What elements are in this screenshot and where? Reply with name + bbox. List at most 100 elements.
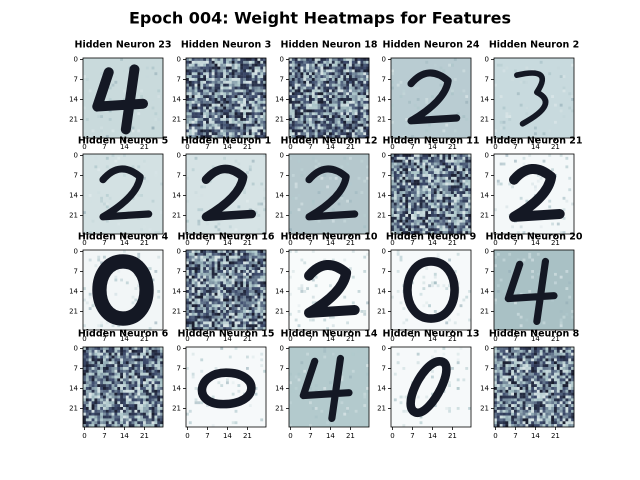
heat-cell — [143, 364, 147, 368]
heat-speckle — [433, 63, 437, 67]
heat-speckle — [496, 284, 500, 288]
heat-cell — [248, 270, 252, 274]
heat-cell — [243, 66, 247, 70]
heat-cell — [357, 103, 361, 107]
heat-cell — [419, 208, 423, 212]
heat-cell — [248, 100, 252, 104]
x-tick-label: 21 — [243, 335, 252, 343]
heat-cell — [349, 123, 353, 127]
heat-cell — [94, 398, 98, 402]
heat-cell — [357, 95, 361, 99]
heat-cell — [85, 409, 89, 413]
heat-cell — [120, 361, 124, 365]
heat-cell — [243, 118, 247, 122]
heat-cell — [88, 375, 92, 379]
digit-stroke — [504, 257, 558, 326]
heat-cell — [191, 312, 195, 316]
x-tick-label: 0 — [288, 335, 292, 343]
heat-cell — [123, 407, 127, 411]
heat-cell — [143, 361, 147, 365]
heat-cell — [456, 165, 460, 169]
heat-cell — [346, 80, 350, 84]
heat-cell — [337, 115, 341, 119]
heat-cell — [311, 66, 315, 70]
heat-cell — [331, 112, 335, 116]
heat-cell — [465, 174, 469, 178]
heat-cell — [148, 389, 152, 393]
heat-cell — [297, 123, 301, 127]
heat-cell — [151, 352, 155, 356]
heat-cell — [408, 194, 412, 198]
heat-cell — [251, 290, 255, 294]
heat-cell — [114, 364, 118, 368]
heat-speckle — [360, 310, 364, 313]
heat-speckle — [300, 284, 304, 288]
heat-cell — [117, 407, 121, 411]
heat-cell — [151, 401, 155, 405]
heat-cell — [240, 318, 244, 322]
heat-cell — [186, 58, 190, 62]
heat-cell — [208, 290, 212, 294]
panel-frame — [390, 249, 472, 331]
heat-cell — [206, 92, 210, 96]
heat-cell — [217, 255, 221, 259]
heat-cell — [311, 115, 315, 119]
heat-cell — [357, 106, 361, 110]
heat-cell — [240, 264, 244, 268]
heat-cell — [223, 80, 227, 84]
heat-cell — [208, 95, 212, 99]
heat-cell — [145, 392, 149, 396]
heat-cell — [151, 349, 155, 353]
heat-cell — [419, 162, 423, 166]
heat-cell — [391, 202, 395, 206]
heat-cell — [140, 352, 144, 356]
heat-cell — [289, 112, 293, 116]
heat-cell — [191, 89, 195, 93]
heat-cell — [465, 199, 469, 203]
heat-cell — [246, 278, 250, 282]
heat-cell — [206, 80, 210, 84]
heat-cell — [88, 421, 92, 425]
heat-cell — [351, 66, 355, 70]
heat-cell — [197, 290, 201, 294]
heat-cell — [442, 196, 446, 200]
y-tick-label: 0 — [74, 151, 78, 159]
heat-cell — [248, 252, 252, 256]
heat-cell — [108, 409, 112, 413]
heat-cell — [191, 287, 195, 291]
heat-cell — [186, 118, 190, 122]
heat-cell — [254, 98, 258, 102]
heat-cell — [240, 129, 244, 133]
heat-speckle — [568, 176, 572, 180]
heat-cell — [246, 60, 250, 64]
y-tick-label: 14 — [69, 384, 78, 392]
heat-cell — [433, 231, 437, 235]
heat-cell — [391, 194, 395, 198]
heat-cell — [462, 176, 466, 180]
heat-speckle — [194, 401, 198, 405]
heat-cell — [125, 418, 129, 422]
heat-cell — [211, 69, 215, 73]
heat-cell — [366, 72, 370, 76]
heat-cell — [140, 398, 144, 402]
heat-cell — [465, 196, 469, 200]
heat-cell — [197, 272, 201, 276]
heat-cell — [188, 106, 192, 110]
heat-cell — [203, 270, 207, 274]
heat-cell — [331, 95, 335, 99]
heat-cell — [300, 103, 304, 107]
heat-cell — [117, 424, 121, 428]
heat-cell — [194, 129, 198, 133]
heat-cell — [234, 80, 238, 84]
heat-cell — [83, 367, 87, 371]
heat-cell — [248, 312, 252, 316]
heat-cell — [157, 421, 161, 425]
y-tick-label: 21 — [377, 115, 386, 123]
heat-cell — [257, 63, 261, 67]
heat-speckle — [320, 176, 324, 180]
heat-cell — [111, 404, 115, 408]
heat-cell — [309, 86, 313, 90]
heat-cell — [217, 106, 221, 110]
heat-cell — [393, 196, 397, 200]
heat-cell — [97, 372, 101, 376]
